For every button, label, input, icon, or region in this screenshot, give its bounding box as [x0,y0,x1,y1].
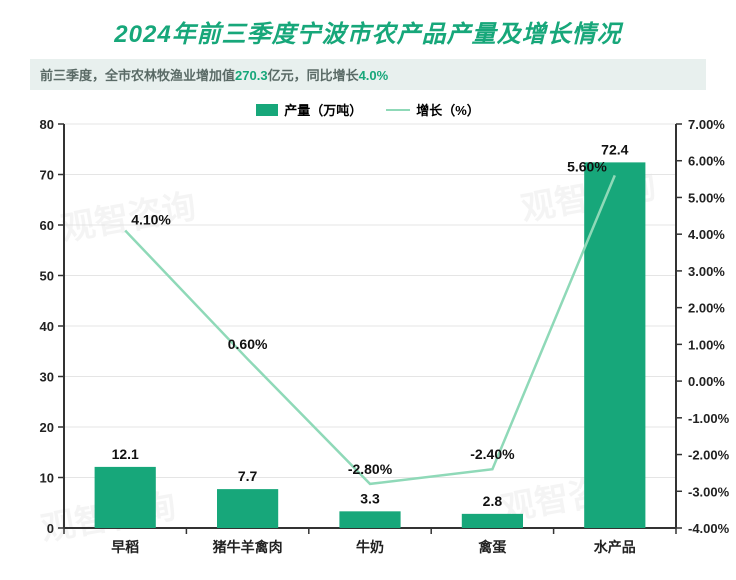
legend-line-swatch [386,109,410,111]
growth-line [125,175,615,484]
subtitle-growth: 4.0% [359,68,389,83]
y-right-tick: 2.00% [688,301,725,316]
bar-value-label: 72.4 [601,141,628,157]
y-left-tick: 60 [40,218,54,233]
y-left-tick: 20 [40,420,54,435]
subtitle-prefix: 前三季度，全市农林牧渔业增加值 [40,68,235,83]
y-left-tick: 80 [40,120,54,132]
y-left-tick: 40 [40,319,54,334]
bar [339,511,400,528]
category-label: 禽蛋 [477,539,506,555]
y-right-tick: -3.00% [688,484,730,499]
category-label: 猪牛羊禽肉 [212,539,283,555]
y-right-tick: -1.00% [688,411,730,426]
bar-value-label: 7.7 [238,468,258,484]
category-label: 水产品 [594,539,636,555]
y-left-tick: 0 [47,521,54,536]
growth-label: -2.40% [470,446,515,462]
growth-label: 4.10% [131,212,171,228]
legend-bar-label: 产量（万吨） [284,100,362,119]
legend-bar-swatch [256,104,278,116]
y-right-tick: 3.00% [688,264,725,279]
plot-area: 0 10 20 30 40 50 60 70 80 -4.00% -3.00% -2.00% -1.00… [0,120,736,570]
bar [95,467,156,528]
y-right-tick: -2.00% [688,448,730,463]
bar [217,489,278,528]
y-right-tick: 6.00% [688,154,725,169]
y-right-tick: -4.00% [688,521,730,536]
legend: 产量（万吨） 增长（%） [0,100,736,119]
bar-value-label: 3.3 [360,490,380,506]
y-left-tick: 10 [40,471,54,486]
growth-label: 5.60% [567,158,607,174]
subtitle-unit: 亿元，同比增长 [268,68,359,83]
bar [584,162,645,528]
legend-line-label: 增长（%） [416,100,480,119]
y-right-tick: 4.00% [688,227,725,242]
y-right-tick: 0.00% [688,374,725,389]
bar [462,514,523,528]
chart-container: 2024年前三季度宁波市农产品产量及增长情况 前三季度，全市农林牧渔业增加值27… [0,0,736,580]
chart-subtitle: 前三季度，全市农林牧渔业增加值270.3亿元，同比增长4.0% [30,59,706,90]
y-right-tick: 1.00% [688,337,725,352]
bar-value-label: 2.8 [483,493,503,509]
category-label: 早稻 [111,539,139,555]
bar-value-label: 12.1 [112,446,139,462]
subtitle-value: 270.3 [235,68,268,83]
y-left-tick: 50 [40,269,54,284]
chart-title: 2024年前三季度宁波市农产品产量及增长情况 [0,0,736,49]
growth-label: 0.60% [228,336,268,352]
legend-bar: 产量（万吨） [256,100,362,119]
y-right-tick: 7.00% [688,120,725,132]
plot-svg: 0 10 20 30 40 50 60 70 80 -4.00% -3.00% -2.00% -1.00… [0,120,736,570]
y-left-tick: 70 [40,168,54,183]
legend-line: 增长（%） [386,100,480,119]
growth-label: -2.80% [348,461,393,477]
y-right-tick: 5.00% [688,190,725,205]
category-label: 牛奶 [356,539,384,555]
y-left-tick: 30 [40,370,54,385]
